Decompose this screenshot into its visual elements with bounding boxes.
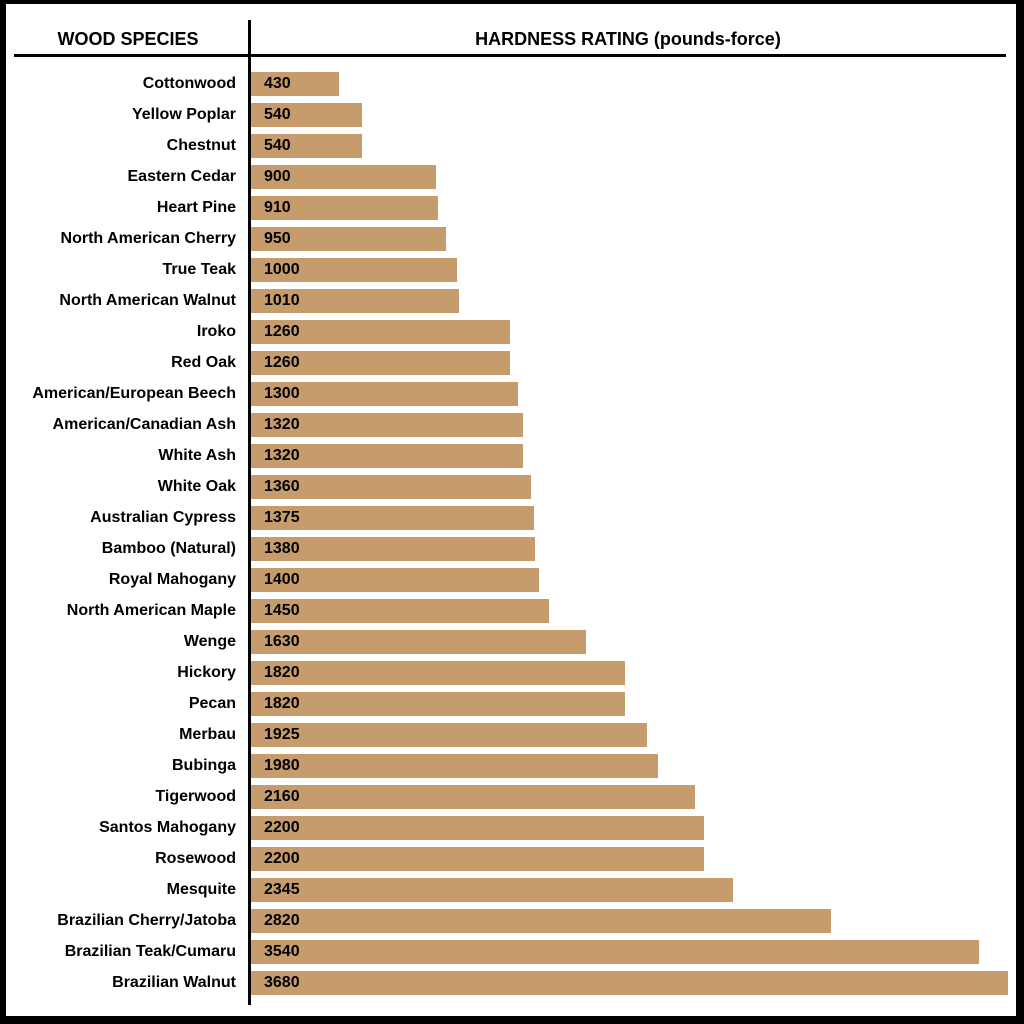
species-label: White Oak [157, 478, 236, 495]
species-label: Santos Mahogany [99, 819, 236, 836]
species-label: Mesquite [166, 881, 236, 898]
hardness-value-label: 540 [264, 106, 291, 123]
species-label: North American Cherry [60, 230, 236, 247]
hardness-value-label: 1320 [264, 416, 300, 433]
hardness-value-label: 2345 [264, 881, 300, 898]
hardness-value-label: 1010 [264, 292, 300, 309]
hardness-bar [251, 196, 438, 220]
hardness-bar [251, 847, 704, 871]
column-divider [248, 20, 251, 1005]
species-label: Cottonwood [142, 75, 236, 92]
hardness-value-label: 1320 [264, 447, 300, 464]
hardness-value-label: 2160 [264, 788, 300, 805]
hardness-value-label: 1450 [264, 602, 300, 619]
species-label: Bamboo (Natural) [101, 540, 236, 557]
species-label: American/Canadian Ash [52, 416, 236, 433]
hardness-value-label: 2820 [264, 912, 300, 929]
species-label: Rosewood [155, 850, 236, 867]
header-divider [14, 54, 1006, 57]
hardness-value-label: 430 [264, 75, 291, 92]
hardness-bar [251, 537, 535, 561]
hardness-bar [251, 103, 362, 127]
hardness-bar [251, 382, 518, 406]
species-column-header: WOOD SPECIES [57, 29, 199, 49]
hardness-value-label: 1300 [264, 385, 300, 402]
hardness-bar [251, 971, 1008, 995]
species-label: Wenge [183, 633, 236, 650]
hardness-value-label: 1375 [264, 509, 300, 526]
hardness-bar [251, 289, 459, 313]
hardness-value-label: 950 [264, 230, 291, 247]
hardness-bar [251, 661, 625, 685]
species-label: American/European Beech [32, 385, 236, 402]
hardness-column-header: HARDNESS RATING (pounds-force) [475, 29, 781, 49]
hardness-value-label: 910 [264, 199, 291, 216]
species-label: Iroko [196, 323, 236, 340]
hardness-value-label: 2200 [264, 850, 300, 867]
hardness-bar [251, 940, 979, 964]
hardness-value-label: 1260 [264, 354, 300, 371]
hardness-bar [251, 258, 457, 282]
hardness-bar [251, 506, 534, 530]
species-label: Chestnut [166, 137, 236, 154]
hardness-value-label: 1260 [264, 323, 300, 340]
hardness-bar [251, 134, 362, 158]
hardness-value-label: 3680 [264, 974, 300, 991]
species-label: Eastern Cedar [127, 168, 237, 185]
species-label: Brazilian Teak/Cumaru [64, 943, 236, 960]
species-label: Heart Pine [156, 199, 236, 216]
species-label: Australian Cypress [90, 509, 236, 526]
species-label: Merbau [179, 726, 236, 743]
hardness-bar [251, 816, 704, 840]
hardness-value-label: 1400 [264, 571, 300, 588]
hardness-value-label: 1630 [264, 633, 300, 650]
hardness-value-label: 1000 [264, 261, 300, 278]
hardness-value-label: 1820 [264, 664, 300, 681]
hardness-value-label: 540 [264, 137, 291, 154]
species-label: Brazilian Walnut [112, 974, 236, 991]
hardness-value-label: 1820 [264, 695, 300, 712]
species-label: Hickory [177, 664, 236, 681]
hardness-value-label: 1360 [264, 478, 300, 495]
hardness-bar [251, 351, 510, 375]
hardness-bar [251, 909, 831, 933]
hardness-bar [251, 568, 539, 592]
species-label: Tigerwood [155, 788, 236, 805]
hardness-bar [251, 692, 625, 716]
hardness-bar [251, 320, 510, 344]
species-label: Bubinga [172, 757, 236, 774]
species-label: White Ash [158, 447, 236, 464]
species-label: North American Walnut [59, 292, 236, 309]
hardness-value-label: 900 [264, 168, 291, 185]
species-label: Red Oak [171, 354, 236, 371]
hardness-bar [251, 785, 695, 809]
species-label: Yellow Poplar [131, 106, 236, 123]
hardness-value-label: 2200 [264, 819, 300, 836]
hardness-value-label: 1980 [264, 757, 300, 774]
hardness-bar [251, 723, 647, 747]
species-label: North American Maple [66, 602, 236, 619]
hardness-bar [251, 72, 339, 96]
hardness-bar [251, 878, 733, 902]
hardness-bar [251, 630, 586, 654]
hardness-bar [251, 599, 549, 623]
species-label: True Teak [162, 261, 236, 278]
hardness-bar [251, 165, 436, 189]
species-label: Royal Mahogany [108, 571, 236, 588]
hardness-value-label: 1380 [264, 540, 300, 557]
hardness-bar [251, 413, 523, 437]
hardness-bar [251, 444, 523, 468]
hardness-bar [251, 475, 531, 499]
hardness-bar [251, 754, 658, 778]
species-label: Brazilian Cherry/Jatoba [57, 912, 236, 929]
hardness-bar [251, 227, 446, 251]
hardness-value-label: 3540 [264, 943, 300, 960]
species-label: Pecan [188, 695, 236, 712]
hardness-value-label: 1925 [264, 726, 300, 743]
